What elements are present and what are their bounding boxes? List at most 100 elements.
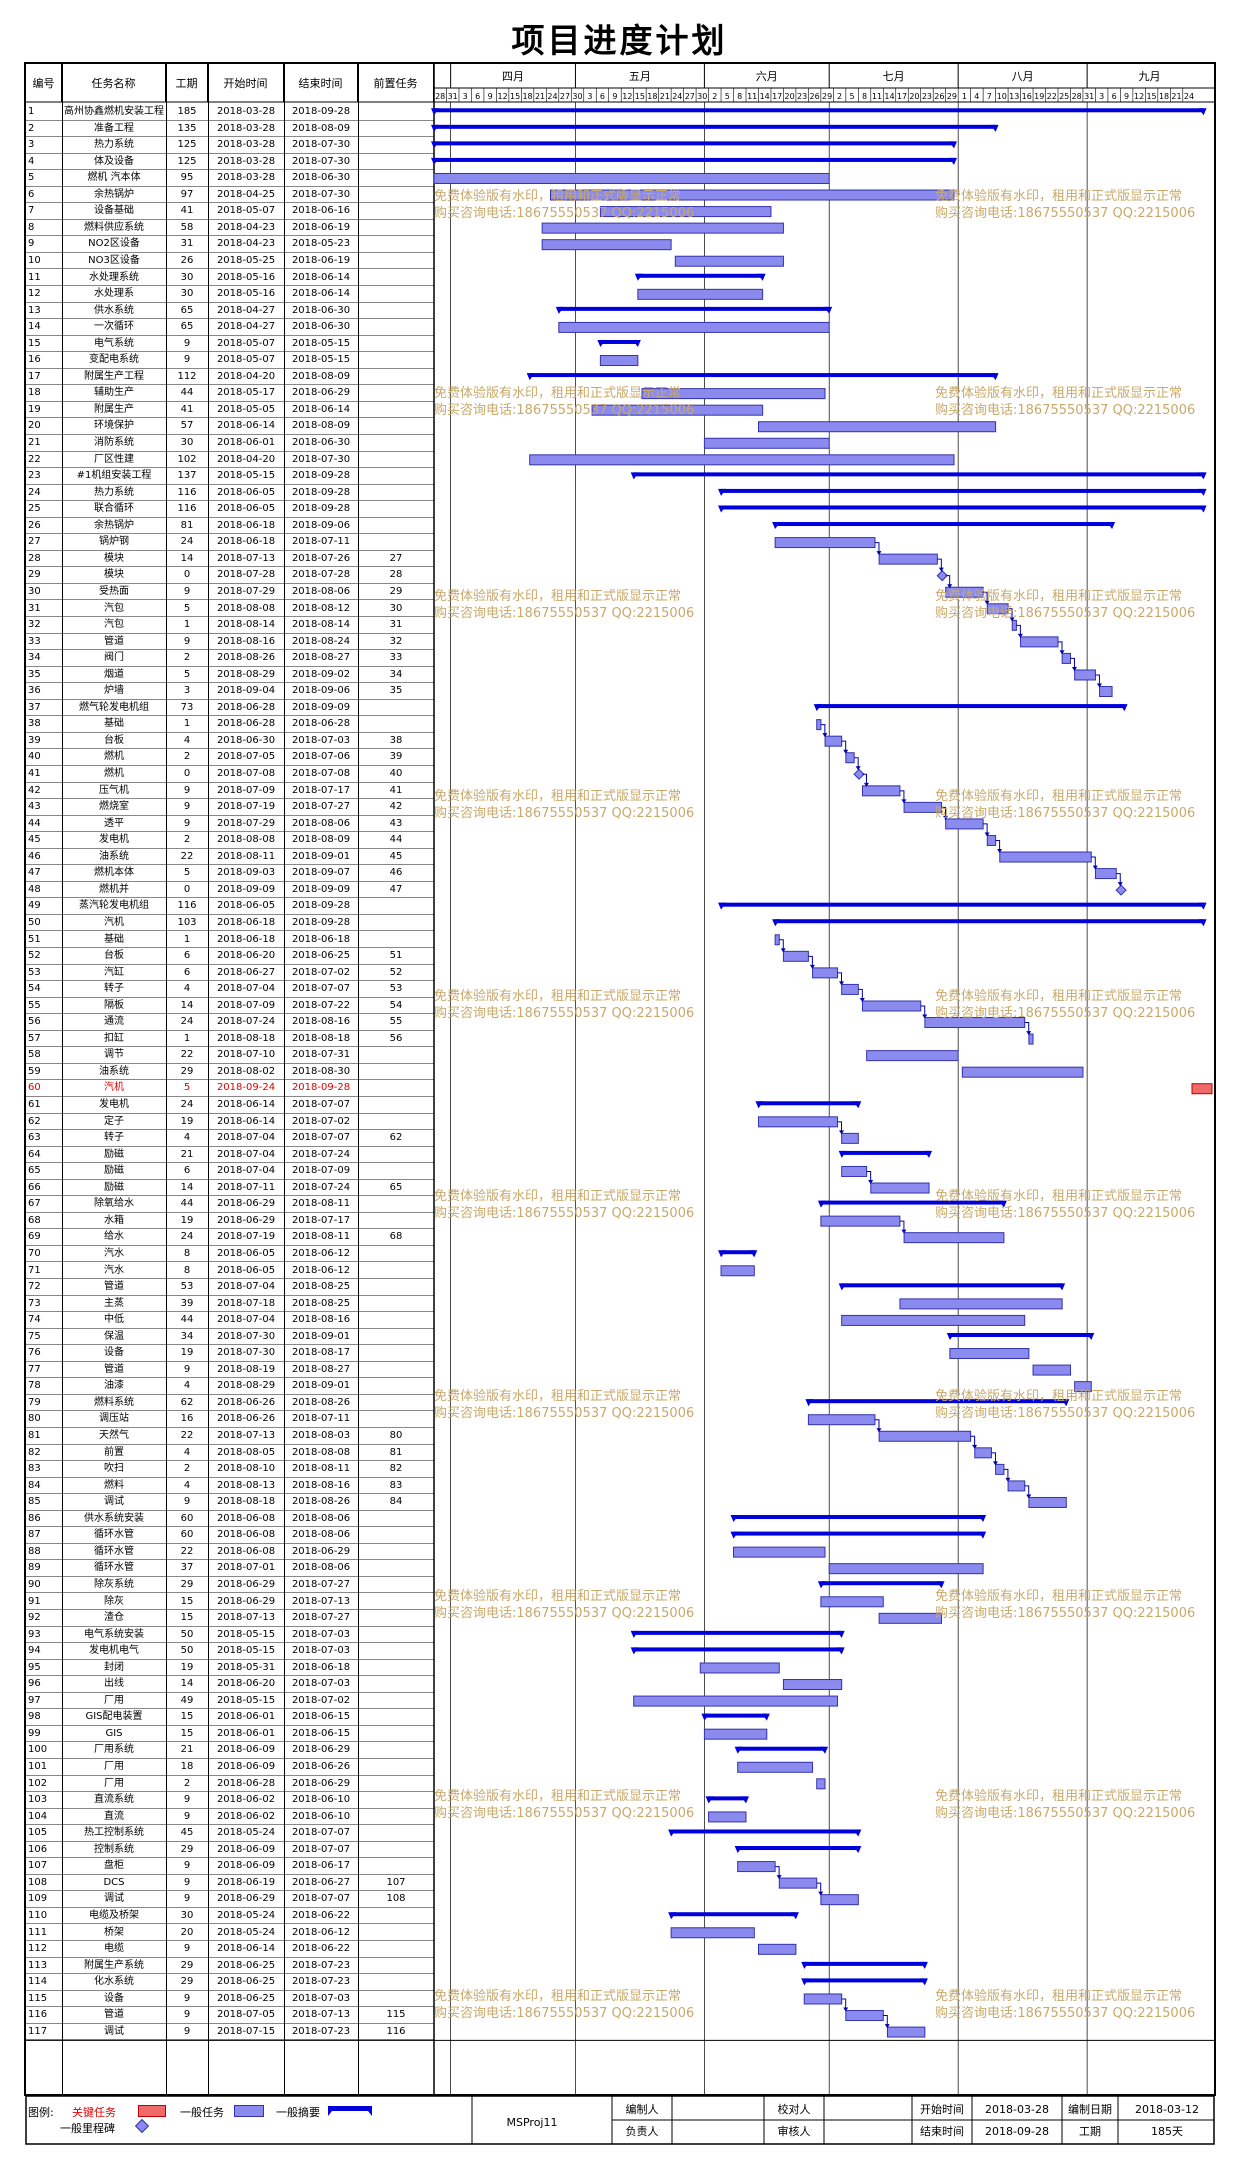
table-row[interactable] [26, 1891, 434, 1908]
table-row[interactable] [26, 1676, 434, 1693]
table-row[interactable] [26, 1229, 434, 1246]
table-row[interactable] [26, 286, 434, 303]
table-row[interactable] [26, 1279, 434, 1296]
table-row[interactable] [26, 1445, 434, 1462]
table-row[interactable] [26, 418, 434, 435]
table-row[interactable] [26, 1494, 434, 1511]
table-row[interactable] [26, 981, 434, 998]
table-row[interactable] [26, 551, 434, 568]
table-row[interactable] [26, 1925, 434, 1942]
table-row[interactable] [26, 1991, 434, 2008]
table-row[interactable] [26, 303, 434, 320]
table-row[interactable] [26, 319, 434, 336]
table-row[interactable] [26, 1329, 434, 1346]
table-row[interactable] [26, 154, 434, 171]
table-row[interactable] [26, 1627, 434, 1644]
table-row[interactable] [26, 1527, 434, 1544]
table-row[interactable] [26, 253, 434, 270]
table-row[interactable] [26, 1776, 434, 1793]
table-row[interactable] [26, 187, 434, 204]
table-row[interactable] [26, 1908, 434, 1925]
table-row[interactable] [26, 1974, 434, 1991]
table-row[interactable] [26, 634, 434, 651]
table-row[interactable] [26, 1610, 434, 1627]
table-row[interactable] [26, 998, 434, 1015]
table-row[interactable] [26, 1014, 434, 1031]
table-row[interactable] [26, 882, 434, 899]
table-row[interactable] [26, 1594, 434, 1611]
table-row[interactable] [26, 352, 434, 369]
table-row[interactable] [26, 137, 434, 154]
table-row[interactable] [26, 1825, 434, 1842]
table-row[interactable] [26, 2007, 434, 2024]
table-row[interactable] [26, 799, 434, 816]
table-row[interactable] [26, 501, 434, 518]
table-row[interactable] [26, 435, 434, 452]
table-row[interactable] [26, 1114, 434, 1131]
table-row[interactable] [26, 849, 434, 866]
table-row[interactable] [26, 766, 434, 783]
table-row[interactable] [26, 104, 434, 121]
table-row[interactable] [26, 816, 434, 833]
table-row[interactable] [26, 534, 434, 551]
table-row[interactable] [26, 832, 434, 849]
table-row[interactable] [26, 236, 434, 253]
table-row[interactable] [26, 402, 434, 419]
table-row[interactable] [26, 898, 434, 915]
table-row[interactable] [26, 1742, 434, 1759]
table-row[interactable] [26, 1064, 434, 1081]
table-row[interactable] [26, 1643, 434, 1660]
table-row[interactable] [26, 1196, 434, 1213]
table-row[interactable] [26, 1031, 434, 1048]
table-row[interactable] [26, 1461, 434, 1478]
table-row[interactable] [26, 1858, 434, 1875]
table-row[interactable] [26, 220, 434, 237]
table-row[interactable] [26, 1180, 434, 1197]
table-row[interactable] [26, 1147, 434, 1164]
table-row[interactable] [26, 270, 434, 287]
table-row[interactable] [26, 1792, 434, 1809]
table-row[interactable] [26, 518, 434, 535]
table-row[interactable] [26, 1345, 434, 1362]
table-row[interactable] [26, 1544, 434, 1561]
table-row[interactable] [26, 1428, 434, 1445]
table-row[interactable] [26, 203, 434, 220]
table-row[interactable] [26, 385, 434, 402]
table-row[interactable] [26, 683, 434, 700]
table-row[interactable] [26, 1511, 434, 1528]
table-row[interactable] [26, 948, 434, 965]
table-row[interactable] [26, 667, 434, 684]
table-row[interactable] [26, 584, 434, 601]
table-row[interactable] [26, 1842, 434, 1859]
table-row[interactable] [26, 1080, 434, 1097]
table-row[interactable] [26, 567, 434, 584]
table-row[interactable] [26, 452, 434, 469]
table-row[interactable] [26, 601, 434, 618]
table-row[interactable] [26, 700, 434, 717]
table-row[interactable] [26, 369, 434, 386]
table-row[interactable] [26, 1709, 434, 1726]
table-row[interactable] [26, 1759, 434, 1776]
table-row[interactable] [26, 783, 434, 800]
table-row[interactable] [26, 1362, 434, 1379]
table-row[interactable] [26, 733, 434, 750]
table-row[interactable] [26, 468, 434, 485]
table-row[interactable] [26, 1163, 434, 1180]
table-row[interactable] [26, 170, 434, 187]
table-row[interactable] [26, 1941, 434, 1958]
table-row[interactable] [26, 716, 434, 733]
table-row[interactable] [26, 1263, 434, 1280]
table-row[interactable] [26, 1395, 434, 1412]
table-row[interactable] [26, 965, 434, 982]
table-row[interactable] [26, 336, 434, 353]
table-row[interactable] [26, 1577, 434, 1594]
table-row[interactable] [26, 865, 434, 882]
table-row[interactable] [26, 1097, 434, 1114]
table-row[interactable] [26, 1693, 434, 1710]
table-row[interactable] [26, 1378, 434, 1395]
table-row[interactable] [26, 1726, 434, 1743]
table-row[interactable] [26, 1660, 434, 1677]
table-row[interactable] [26, 1047, 434, 1064]
table-row[interactable] [26, 1809, 434, 1826]
table-row[interactable] [26, 1213, 434, 1230]
